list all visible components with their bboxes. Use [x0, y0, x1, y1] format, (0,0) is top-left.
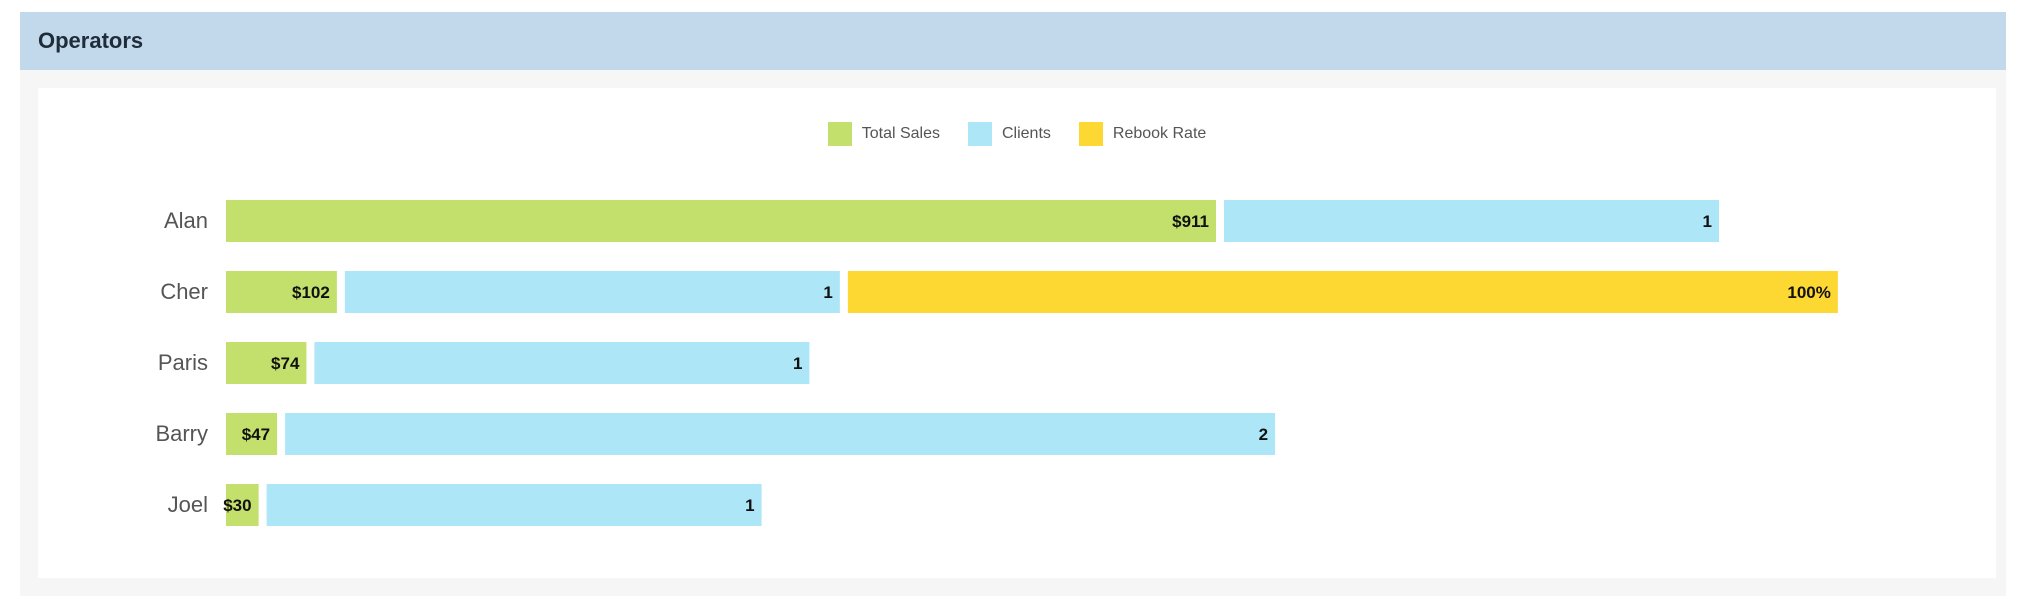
category-label: Cher — [160, 279, 208, 304]
panel-header: Operators — [20, 12, 2006, 70]
legend-swatch-total-sales — [827, 122, 852, 146]
bar-total-sales[interactable] — [226, 271, 337, 313]
bar-total-sales[interactable] — [226, 413, 278, 455]
bar-total-sales[interactable] — [226, 484, 259, 526]
bar-value-label: 1 — [745, 496, 754, 515]
panel-title: Operators — [38, 28, 144, 53]
legend-label-clients: Clients — [1001, 125, 1051, 142]
bar-clients[interactable] — [1224, 200, 1719, 242]
bar-clients[interactable] — [314, 342, 810, 384]
bar-value-label: 1 — [793, 354, 802, 373]
bar-value-label: $47 — [242, 425, 270, 444]
operators-panel: Operators Total Sales Clients Rebook Rat… — [20, 12, 2006, 596]
chart-card: Total Sales Clients Rebook Rate Alan $911… — [38, 88, 1996, 578]
bar-value-label: 100% — [1787, 283, 1830, 302]
bar-value-label: $74 — [271, 354, 300, 373]
category-label: Joel — [168, 492, 208, 517]
category-label: Paris — [158, 350, 208, 375]
bar-clients[interactable] — [285, 413, 1276, 455]
legend-swatch-clients — [967, 122, 992, 146]
legend-item-clients[interactable]: Clients — [967, 122, 1051, 146]
bar-value-label: $911 — [1172, 212, 1209, 231]
bar-total-sales[interactable] — [226, 342, 307, 384]
operators-bar-chart: Alan $911 1 Cher $102 1 100% Paris $74 1 Barry $47 2… — [155, 200, 1838, 526]
bar-value-label: $102 — [292, 283, 330, 302]
legend-label-total-sales: Total Sales — [861, 125, 940, 142]
bar-clients[interactable] — [344, 271, 840, 313]
legend-item-rebook-rate[interactable]: Rebook Rate — [1078, 122, 1207, 146]
bar-value-label: 2 — [1259, 425, 1268, 444]
legend-item-total-sales[interactable]: Total Sales — [827, 122, 940, 146]
category-label: Barry — [155, 421, 208, 446]
legend-swatch-rebook-rate — [1078, 122, 1103, 146]
chart-legend: Total Sales Clients Rebook Rate — [38, 122, 1996, 146]
bar-value-label: 1 — [823, 283, 832, 302]
bar-value-label: $30 — [223, 496, 251, 515]
legend-label-rebook-rate: Rebook Rate — [1112, 125, 1207, 142]
bar-rebook-rate[interactable] — [847, 271, 1838, 313]
bar-value-label: 1 — [1703, 212, 1712, 231]
bar-total-sales[interactable] — [226, 200, 1216, 242]
bar-clients[interactable] — [266, 484, 762, 526]
category-label: Alan — [164, 208, 208, 233]
